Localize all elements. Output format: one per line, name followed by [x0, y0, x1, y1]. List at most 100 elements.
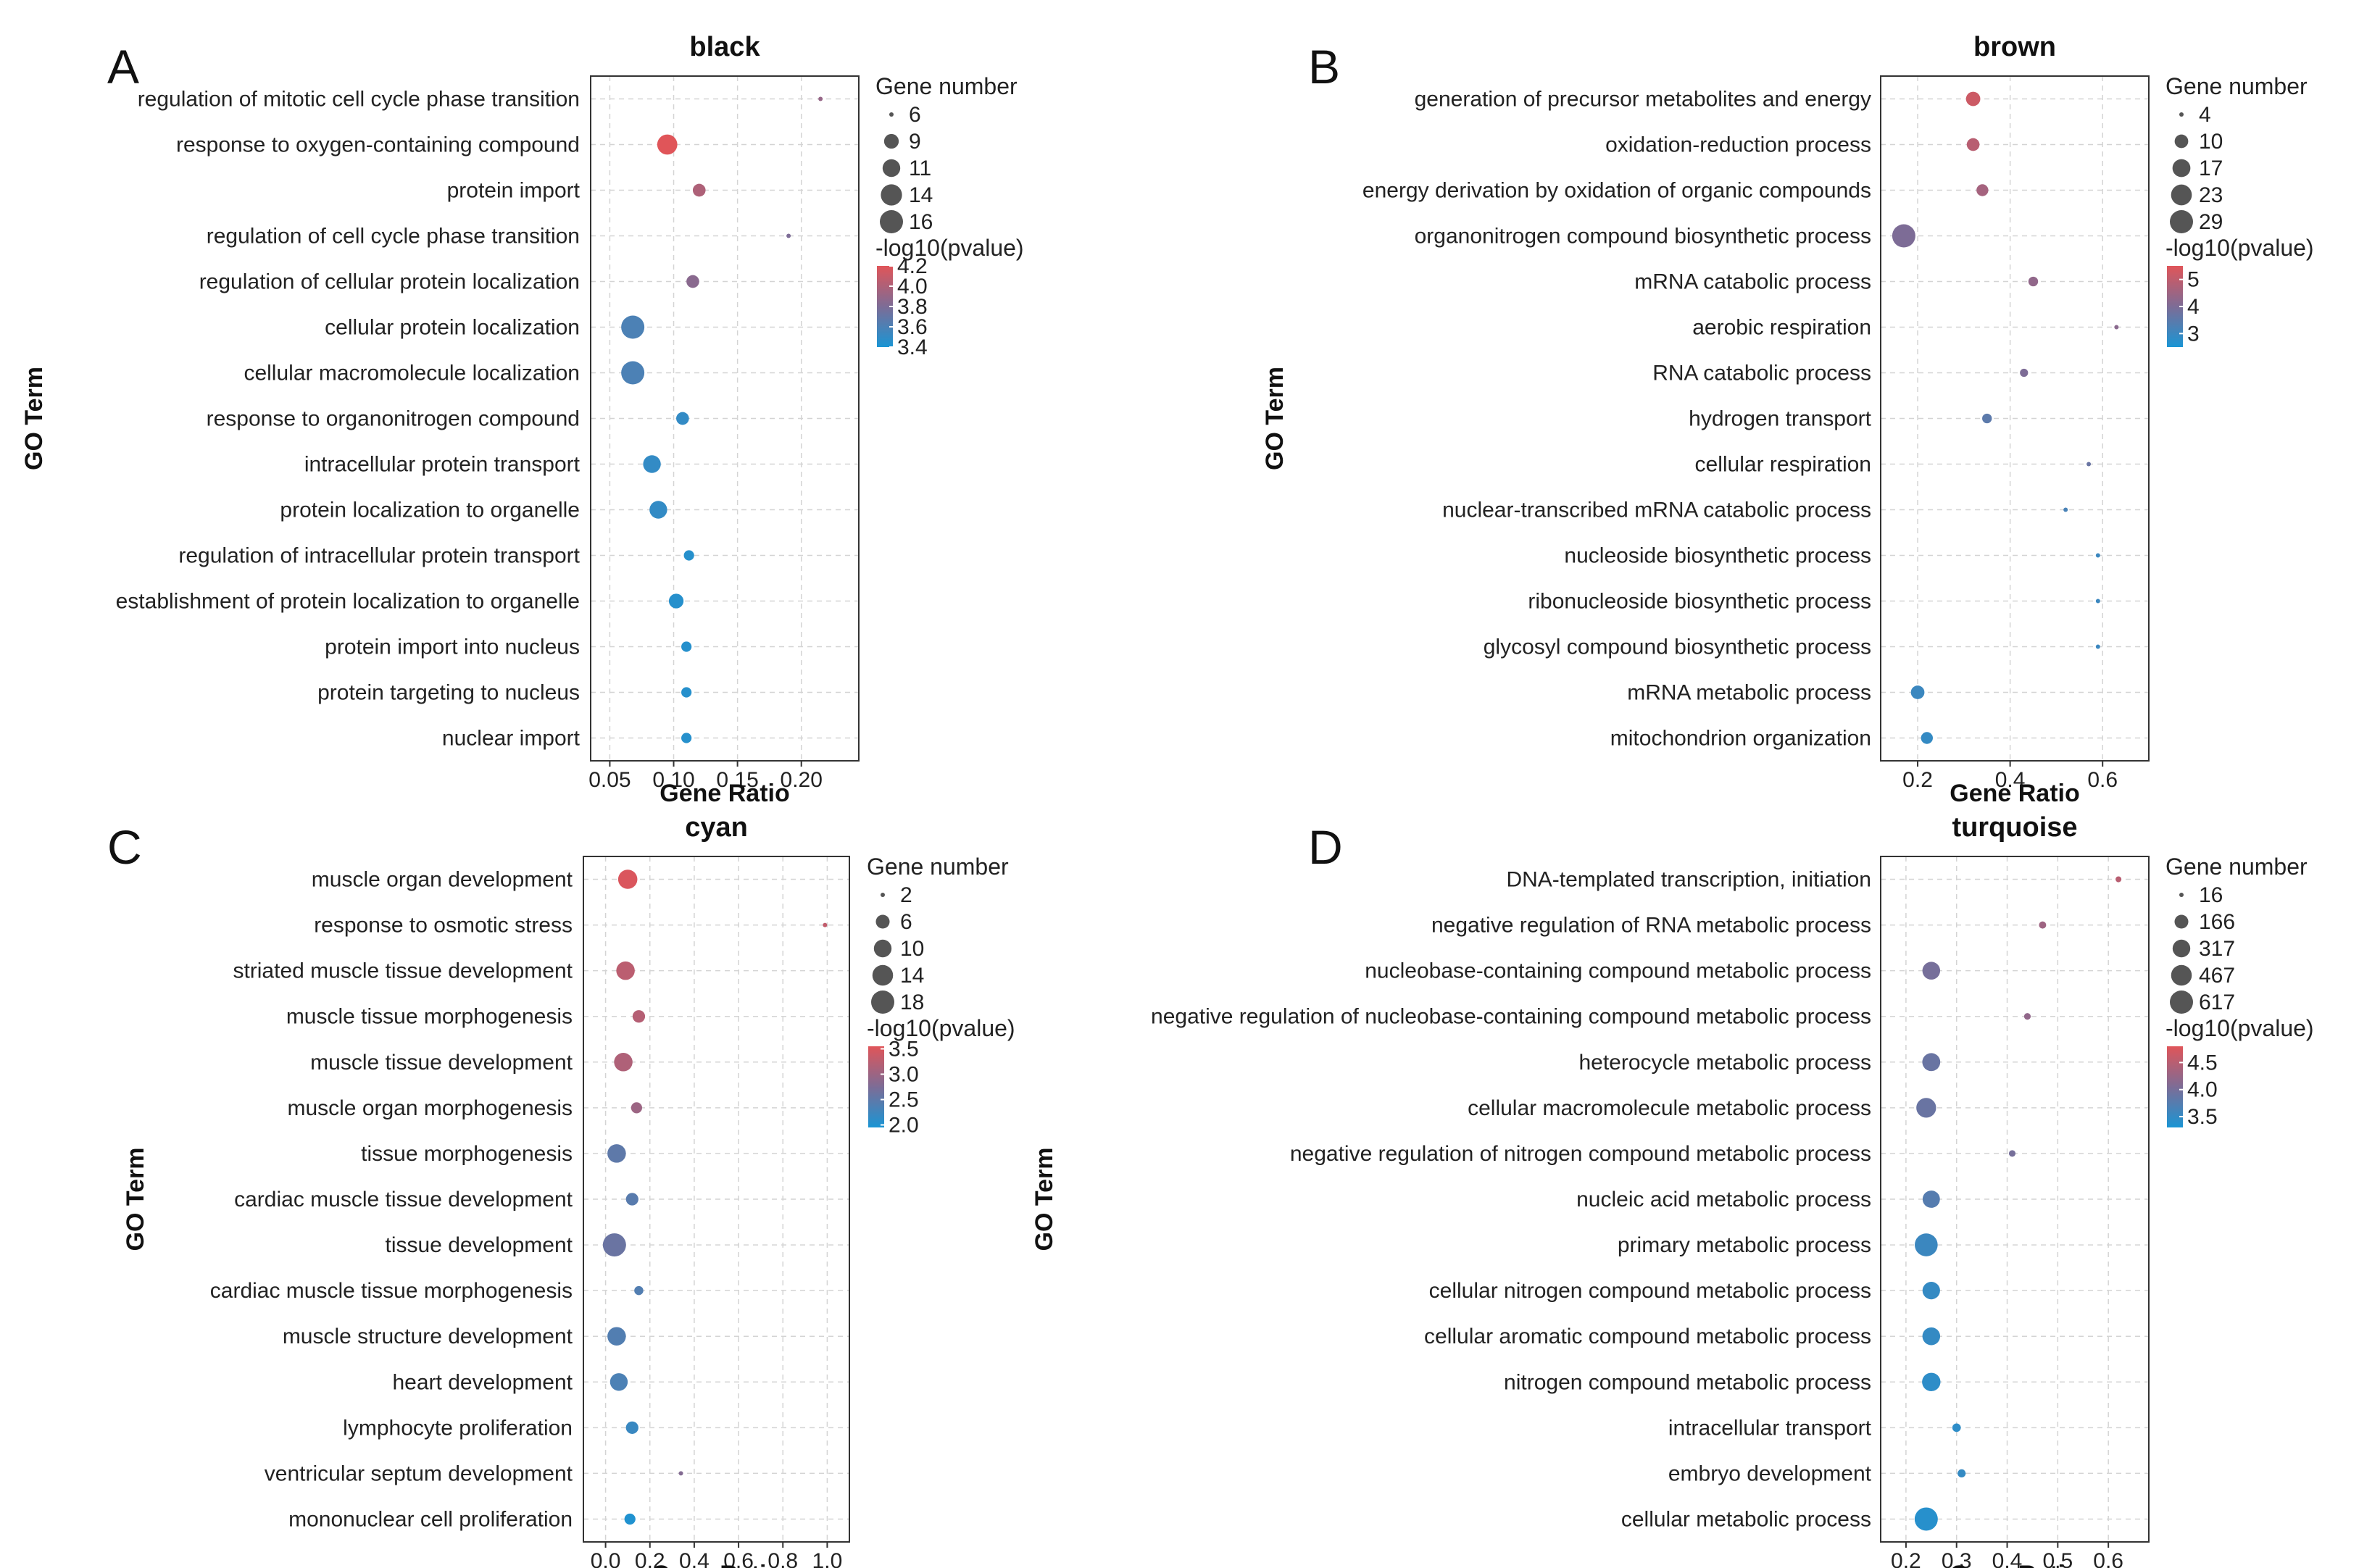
data-point — [668, 593, 684, 609]
term-label: energy derivation by oxidation of organi… — [1362, 179, 1871, 203]
y-axis-label: GO Term — [1031, 1148, 1058, 1251]
data-point — [1922, 1053, 1941, 1072]
data-point — [614, 1053, 633, 1072]
data-point — [607, 1144, 626, 1163]
x-tick-label: 0.2 — [1891, 1549, 1921, 1568]
x-tick-label: 0.10 — [652, 768, 694, 792]
term-label: mitochondrion organization — [1610, 727, 1871, 751]
data-point — [1922, 1372, 1941, 1391]
x-tick-label: 0.20 — [781, 768, 823, 792]
term-label: response to oxygen-containing compound — [176, 133, 580, 157]
data-point — [2028, 276, 2039, 287]
x-tick-label: 0.2 — [635, 1549, 665, 1568]
term-label: mRNA catabolic process — [1634, 270, 1871, 294]
data-point — [1965, 91, 1981, 107]
size-legend-label: 10 — [2199, 130, 2223, 154]
color-legend-title: -log10(pvalue) — [2165, 235, 2314, 261]
x-tick-label: 0.05 — [588, 768, 631, 792]
x-tick-label: 0.6 — [723, 1549, 754, 1568]
size-legend-dot — [2172, 159, 2191, 178]
term-label: mRNA metabolic process — [1627, 681, 1871, 705]
data-point — [786, 233, 791, 238]
size-legend-dot — [2179, 893, 2184, 897]
size-legend-dot — [2174, 914, 2189, 929]
data-point — [634, 1285, 644, 1296]
size-legend-dot — [873, 939, 892, 958]
x-tick-label: 0.8 — [767, 1549, 798, 1568]
term-label: tissue development — [386, 1233, 573, 1257]
data-point — [624, 1513, 636, 1525]
color-legend-bar — [868, 1046, 884, 1127]
x-tick-label: 0.2 — [1902, 768, 1933, 792]
color-legend-label: 4.5 — [2187, 1051, 2218, 1075]
data-point — [1916, 1098, 1936, 1118]
data-point — [632, 1010, 646, 1023]
term-label: RNA catabolic process — [1652, 362, 1871, 385]
data-point — [681, 733, 692, 743]
size-legend-title: Gene number — [2165, 73, 2308, 99]
size-legend-label: 467 — [2199, 964, 2235, 988]
size-legend-label: 317 — [2199, 937, 2235, 961]
size-legend-label: 166 — [2199, 910, 2235, 934]
color-legend-label: 3 — [2187, 322, 2200, 346]
term-label: regulation of cellular protein localizat… — [199, 270, 580, 294]
x-tick-label: 0.4 — [1992, 1549, 2023, 1568]
data-point — [2095, 644, 2100, 649]
term-label: tissue morphogenesis — [361, 1142, 573, 1166]
data-point — [678, 1471, 683, 1476]
term-label: intracellular transport — [1668, 1416, 1872, 1440]
term-label: nuclear import — [442, 727, 581, 751]
panel-title: turquoise — [1952, 812, 2077, 843]
size-legend-label: 6 — [909, 103, 921, 127]
data-point — [1957, 1469, 1966, 1477]
size-legend-label: 29 — [2199, 210, 2223, 234]
term-label: DNA-templated transcription, initiation — [1506, 868, 1871, 892]
term-label: protein import — [447, 179, 581, 203]
size-legend-label: 16 — [909, 210, 933, 234]
x-tick-label: 0.4 — [1995, 768, 2026, 792]
size-legend-label: 14 — [909, 183, 933, 207]
data-point — [686, 275, 699, 288]
size-legend-dot — [871, 991, 894, 1014]
data-point — [616, 961, 635, 980]
size-legend-dot — [872, 964, 894, 986]
data-point — [2115, 876, 2122, 883]
size-legend-dot — [2172, 939, 2191, 958]
size-legend-label: 14 — [900, 964, 924, 988]
term-label: cellular metabolic process — [1621, 1507, 1871, 1531]
size-legend-title: Gene number — [875, 73, 1018, 99]
term-label: cardiac muscle tissue development — [234, 1188, 573, 1212]
color-legend-label: 4.0 — [2187, 1078, 2218, 1102]
term-label: muscle tissue development — [310, 1051, 573, 1075]
data-point — [1922, 1282, 1940, 1300]
term-label: hydrogen transport — [1689, 407, 1871, 431]
data-point — [607, 1327, 626, 1346]
term-label: nitrogen compound metabolic process — [1504, 1370, 1871, 1394]
term-label: nuclear-transcribed mRNA catabolic proce… — [1442, 499, 1871, 522]
size-legend-dot — [880, 210, 903, 233]
term-label: cellular macromolecule localization — [244, 362, 580, 385]
color-legend-label: 3.8 — [897, 295, 928, 319]
color-legend-label: 3.5 — [889, 1038, 919, 1062]
term-label: cellular respiration — [1695, 453, 1871, 477]
color-legend-title: -log10(pvalue) — [875, 235, 1024, 261]
data-point — [621, 361, 645, 385]
panel-title: brown — [1973, 32, 2056, 62]
size-legend-dot — [2179, 112, 2184, 117]
size-legend-label: 10 — [900, 937, 924, 961]
color-legend-bar — [2167, 266, 2183, 347]
term-label: nucleobase-containing compound metabolic… — [1365, 959, 1871, 983]
term-label: negative regulation of RNA metabolic pro… — [1431, 914, 1871, 938]
x-axis-label: Gene Ratio — [652, 1561, 781, 1568]
data-point — [2039, 921, 2047, 929]
term-label: ventricular septum development — [265, 1461, 573, 1485]
panel-title: cyan — [685, 812, 748, 843]
term-label: response to organonitrogen compound — [207, 407, 580, 431]
term-label: cellular nitrogen compound metabolic pro… — [1429, 1279, 1871, 1303]
size-legend-label: 6 — [900, 910, 912, 934]
term-label: primary metabolic process — [1618, 1233, 1871, 1257]
data-point — [625, 1193, 638, 1206]
x-axis-label: Gene Ratio — [1950, 780, 2079, 807]
term-label: muscle structure development — [283, 1325, 573, 1348]
